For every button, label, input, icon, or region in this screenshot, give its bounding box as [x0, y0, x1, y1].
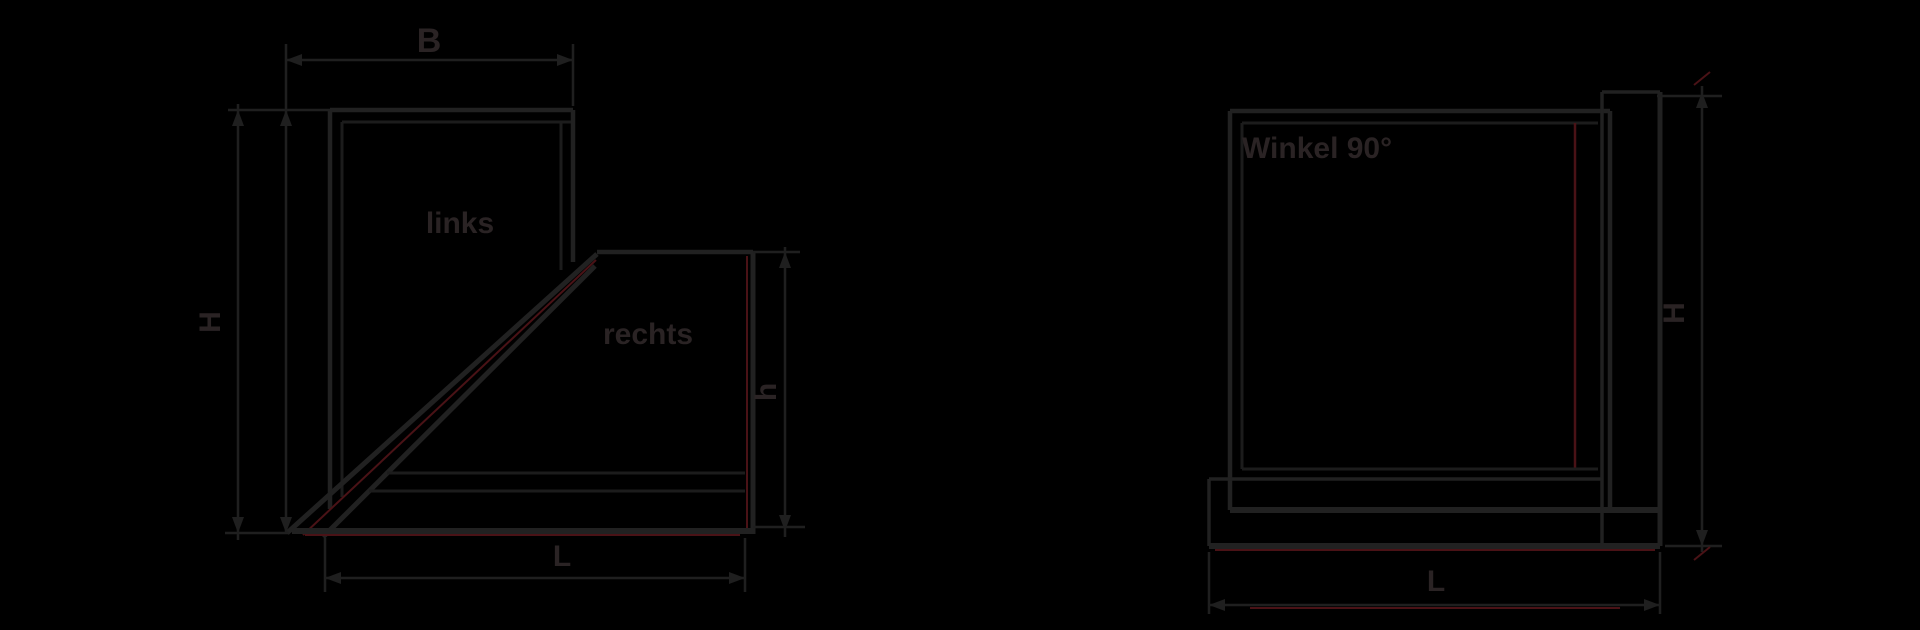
dim-right-h-red-tick-bottom [1693, 546, 1711, 561]
dim-hsmall-arrow-top [779, 252, 791, 268]
right-figure-title: Winkel 90° [1242, 132, 1392, 165]
dim-l-label: L [553, 540, 571, 573]
dim-l-arrow-left [325, 572, 341, 584]
dim-h-arrow-top [232, 110, 244, 126]
dim-l-arrow-right [729, 572, 745, 584]
dim-right-h-arrow-top [1696, 92, 1708, 108]
fold-diagonal-red-line [302, 259, 597, 536]
right-panel-label: rechts [603, 318, 693, 351]
dim-b-arrow-right [557, 54, 573, 66]
dim-b-label: B [417, 22, 442, 60]
dim-right-h-red-tick-top [1693, 71, 1711, 86]
dim-inner-left-arrow-bottom [280, 517, 292, 533]
dim-right-h-label: H [1658, 302, 1691, 324]
dim-right-l-arrow-right [1644, 599, 1660, 611]
left-panel-label: links [426, 207, 494, 240]
left-figure: B H h L links rechts [194, 22, 805, 592]
dim-right-l-arrow-left [1209, 599, 1225, 611]
fold-diagonal-inner [321, 264, 597, 539]
dim-right-l-label: L [1427, 565, 1445, 598]
right-figure: H L Winkel 90° [1207, 71, 1722, 614]
dim-right-h-arrow-bottom [1696, 530, 1708, 546]
dim-b-arrow-left [286, 54, 302, 66]
dim-h-arrow-bottom [232, 517, 244, 533]
dim-h-label: H [194, 311, 227, 333]
dim-inner-left-arrow-top [280, 110, 292, 126]
dim-hsmall-arrow-bottom [779, 515, 791, 531]
fold-diagonal-outer [285, 252, 599, 535]
dim-hsmall-label: h [750, 383, 783, 401]
